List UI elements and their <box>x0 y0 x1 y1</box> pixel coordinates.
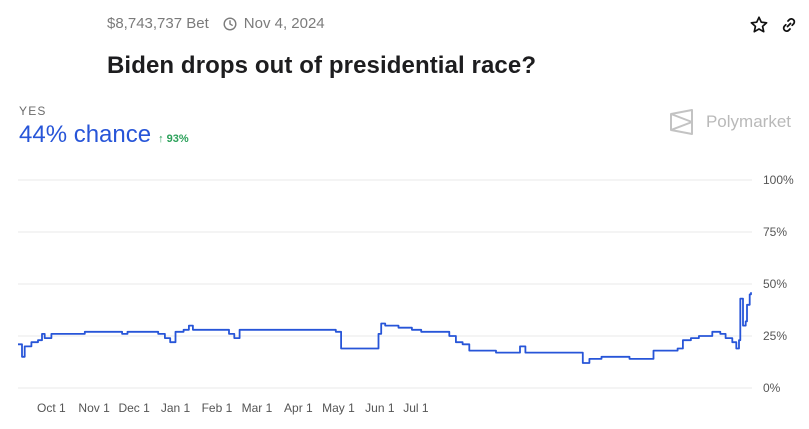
polymarket-logo-icon <box>669 109 693 135</box>
y-tick-label: 75% <box>763 225 787 239</box>
x-tick-label: Apr 1 <box>284 401 313 415</box>
x-tick-label: Jul 1 <box>403 401 429 415</box>
volume-text: $8,743,737 Bet <box>107 15 209 32</box>
outcome-label: YES <box>19 104 47 118</box>
chance-delta: ↑ 93% <box>158 133 189 145</box>
brand-name: Polymarket <box>705 112 791 131</box>
clock-icon <box>223 16 237 31</box>
y-tick-label: 0% <box>763 381 781 395</box>
star-icon[interactable] <box>749 15 769 35</box>
x-tick-label: Dec 1 <box>118 401 150 415</box>
market-meta: $8,743,737 Bet Nov 4, 2024 <box>107 15 325 32</box>
polymarket-brand: Polymarket <box>668 108 791 136</box>
y-tick-label: 50% <box>763 277 787 291</box>
x-tick-label: Jun 1 <box>365 401 395 415</box>
chance-value: 44% chance <box>19 121 152 148</box>
price-chart: 100% 75% 50% 25% 0% Oct 1 Nov 1 Dec 1 Jan 1 Feb 1… <box>18 173 794 415</box>
x-tick-label: Jan 1 <box>161 401 191 415</box>
x-tick-label: Feb 1 <box>202 401 233 415</box>
end-date-text: Nov 4, 2024 <box>243 15 325 32</box>
y-tick-label: 25% <box>763 329 787 343</box>
x-tick-label: May 1 <box>322 401 355 415</box>
market-actions <box>749 15 799 35</box>
series-line <box>18 292 752 364</box>
link-icon[interactable] <box>779 15 799 35</box>
x-tick-label: Oct 1 <box>37 401 66 415</box>
y-tick-label: 100% <box>763 173 794 187</box>
x-tick-label: Mar 1 <box>242 401 273 415</box>
arrow-up-icon: ↑ <box>158 133 164 145</box>
page-title: Biden drops out of presidential race? <box>107 52 537 79</box>
delta-value: 93% <box>166 133 189 145</box>
x-tick-label: Nov 1 <box>78 401 110 415</box>
chance-row: 44% chance ↑ 93% <box>19 121 189 149</box>
